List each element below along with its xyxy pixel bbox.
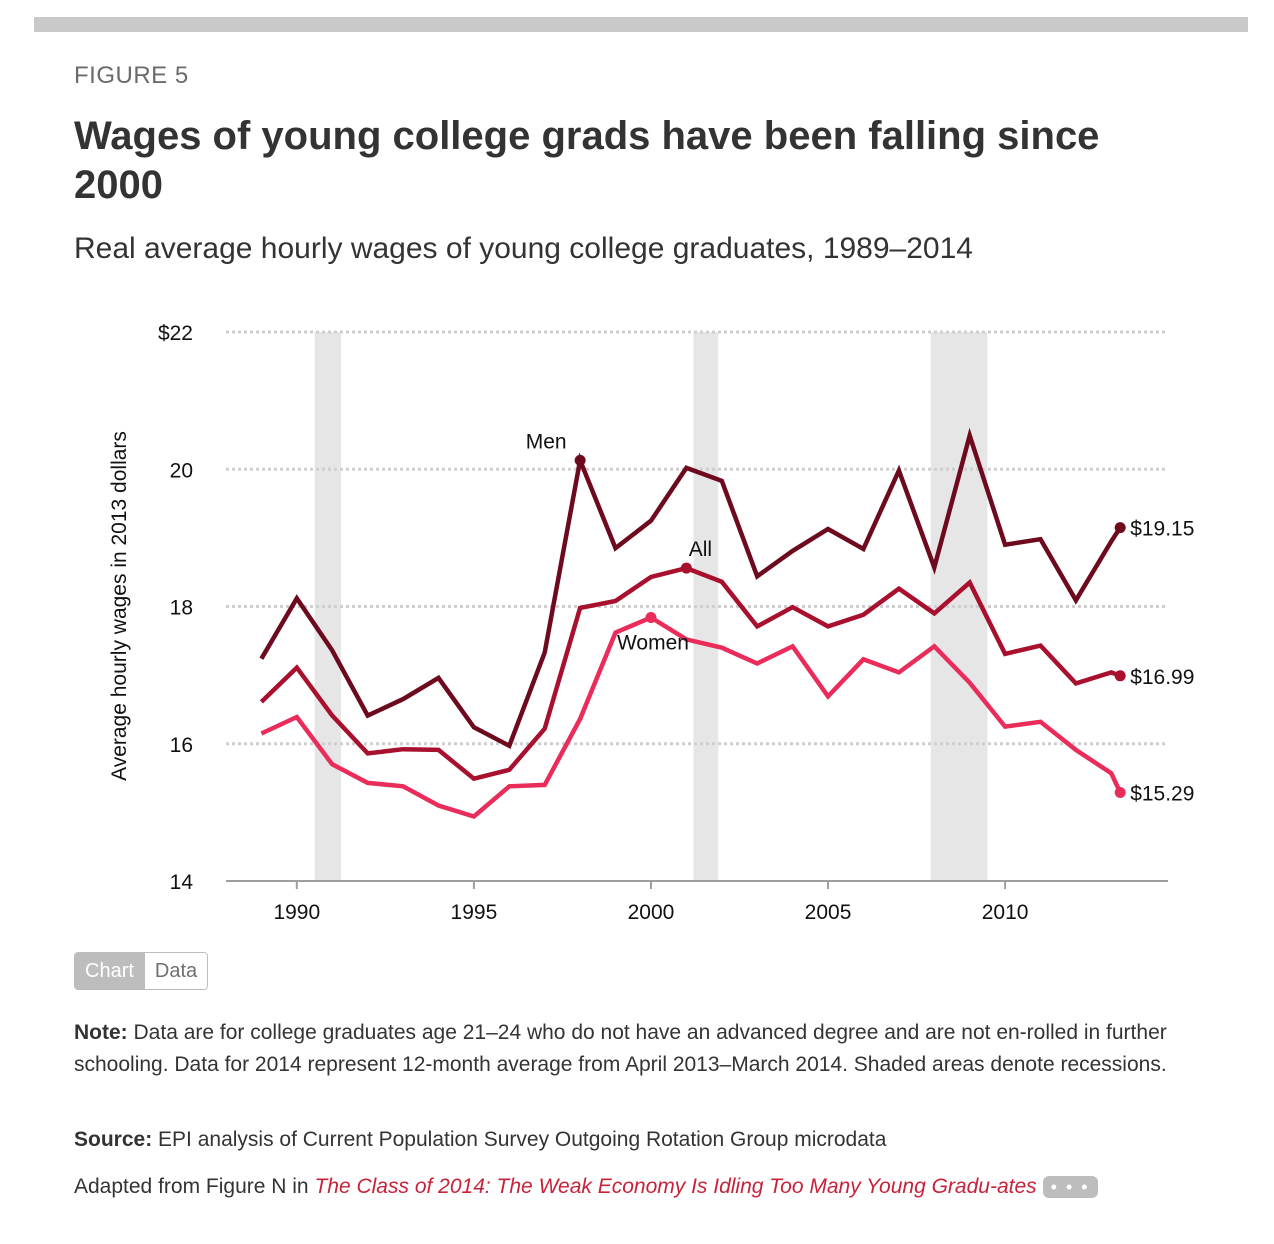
series-line-all bbox=[259, 565, 1122, 782]
more-button[interactable]: • • • bbox=[1042, 1176, 1098, 1199]
series-label-marker bbox=[680, 562, 692, 574]
note: Note: Data are for college graduates age… bbox=[74, 1017, 1214, 1081]
series-end-label: $15.29 bbox=[1130, 782, 1194, 805]
series-labels: $19.15 Men $16.99 All $15.29 Women bbox=[526, 430, 1195, 805]
series-label-marker bbox=[574, 454, 586, 466]
gridlines bbox=[226, 330, 1168, 746]
y-tick-label: 20 bbox=[170, 459, 193, 482]
x-tick-label: 2005 bbox=[805, 901, 852, 924]
axes: 14 16 18 20 $22 1990 1995 2000 2005 2010 bbox=[158, 322, 1168, 924]
x-tick-label: 1990 bbox=[273, 901, 320, 924]
note-text: Data are for college graduates age 21–24… bbox=[74, 1021, 1167, 1076]
x-tick-label: 2000 bbox=[628, 901, 675, 924]
series-name-label: All bbox=[689, 538, 712, 561]
adapted-prefix: Adapted from Figure N in bbox=[74, 1175, 315, 1198]
series-end-label: $19.15 bbox=[1130, 518, 1194, 541]
top-bar bbox=[34, 17, 1248, 32]
data-tab[interactable]: Data bbox=[143, 953, 208, 989]
y-tick-label: 18 bbox=[170, 597, 193, 620]
chart-title: Wages of young college grads have been f… bbox=[74, 114, 1100, 207]
figure-label: FIGURE 5 bbox=[74, 62, 189, 89]
line-chart: 14 16 18 20 $22 1990 1995 2000 2005 2010 $19.15 Me… bbox=[108, 322, 1195, 924]
series-line-women bbox=[260, 614, 1123, 820]
y-tick-label: 14 bbox=[170, 871, 194, 894]
source-label: Source: bbox=[74, 1128, 153, 1151]
adapted-from: Adapted from Figure N in The Class of 20… bbox=[74, 1171, 1174, 1203]
source: Source: EPI analysis of Current Populati… bbox=[74, 1125, 1214, 1155]
series-lines bbox=[259, 427, 1126, 820]
series-end-label: $16.99 bbox=[1130, 666, 1194, 689]
series-label-marker bbox=[645, 611, 657, 623]
x-tick-label: 1995 bbox=[451, 901, 498, 924]
y-tick-label: $22 bbox=[158, 322, 193, 345]
chart-tab[interactable]: Chart bbox=[75, 953, 144, 989]
x-tick-label: 2010 bbox=[982, 901, 1029, 924]
series-name-label: Men bbox=[526, 430, 567, 453]
series-line-men bbox=[259, 427, 1123, 749]
note-label: Note: bbox=[74, 1021, 128, 1044]
series-end-marker bbox=[1114, 670, 1126, 682]
y-axis-label: Average hourly wages in 2013 dollars bbox=[108, 431, 131, 781]
series-name-label: Women bbox=[617, 631, 689, 654]
chart-data-toggle[interactable]: Chart Data bbox=[74, 952, 209, 990]
series-end-marker bbox=[1114, 786, 1126, 798]
y-tick-label: 16 bbox=[170, 734, 193, 757]
source-text: EPI analysis of Current Population Surve… bbox=[158, 1128, 887, 1151]
series-end-marker bbox=[1114, 522, 1126, 534]
chart-subtitle: Real average hourly wages of young colle… bbox=[74, 232, 973, 265]
report-link[interactable]: The Class of 2014: The Weak Economy Is I… bbox=[314, 1175, 1037, 1198]
